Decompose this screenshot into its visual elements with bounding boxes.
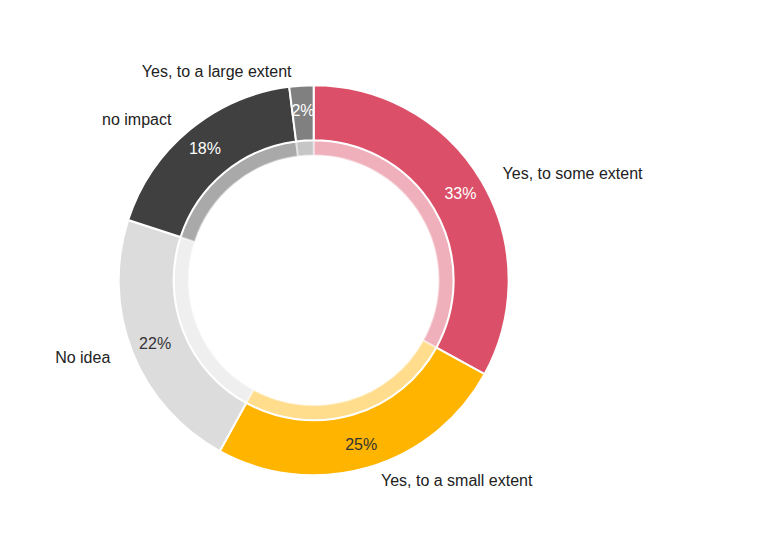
svg-text:Yes, to some extent: Yes, to some extent [503, 165, 643, 182]
svg-text:18%: 18% [189, 140, 221, 157]
svg-text:2%: 2% [291, 102, 314, 119]
svg-text:no impact: no impact [102, 111, 172, 128]
svg-text:No idea: No idea [55, 349, 110, 366]
svg-text:Yes, to a small extent: Yes, to a small extent [381, 472, 533, 489]
svg-text:25%: 25% [345, 436, 377, 453]
svg-text:22%: 22% [139, 335, 171, 352]
svg-text:33%: 33% [444, 185, 476, 202]
svg-text:Yes, to a large extent: Yes, to a large extent [142, 63, 292, 80]
